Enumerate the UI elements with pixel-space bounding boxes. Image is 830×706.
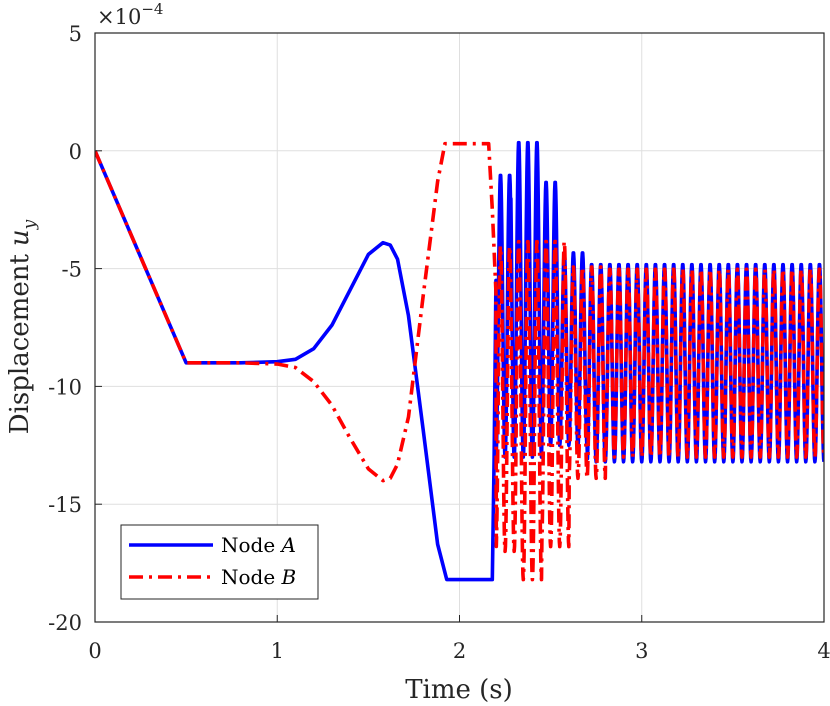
y-tick-label-3: -10 bbox=[48, 375, 82, 399]
x-tick-label-0: 0 bbox=[88, 639, 101, 663]
series-line-b bbox=[95, 141, 824, 582]
x-tick-label-1: 1 bbox=[271, 639, 284, 663]
legend-label-node-b-symbol: B bbox=[281, 565, 297, 589]
legend-label-node-b-prefix: Node bbox=[221, 565, 282, 589]
y-exponent-prefix: ×10 bbox=[97, 5, 141, 29]
axis-ticks: 0 1 2 3 4 5 0 -5 -10 -15 -20 bbox=[48, 22, 830, 663]
y-axis-label: Displacement uy bbox=[5, 219, 40, 434]
y-tick-label-0: 5 bbox=[69, 22, 82, 46]
legend-label-node-b: Node B bbox=[221, 565, 296, 589]
legend-label-node-a-prefix: Node bbox=[221, 533, 282, 557]
legend-label-node-a: Node A bbox=[221, 533, 296, 557]
data-lines bbox=[95, 140, 824, 582]
x-tick-label-4: 4 bbox=[817, 639, 830, 663]
x-tick-label-2: 2 bbox=[453, 639, 466, 663]
legend-label-node-a-symbol: A bbox=[280, 533, 296, 557]
y-exponent-label: ×10−4 bbox=[97, 0, 163, 29]
y-axis-label-subscript: y bbox=[20, 219, 40, 230]
x-axis-label: Time (s) bbox=[405, 675, 513, 705]
y-tick-label-2: -5 bbox=[62, 258, 82, 282]
y-tick-label-1: 0 bbox=[69, 140, 82, 164]
x-tick-label-3: 3 bbox=[635, 639, 648, 663]
legend: Node A Node B bbox=[120, 524, 319, 600]
legend-box bbox=[120, 524, 319, 600]
y-exponent-value: −4 bbox=[141, 0, 163, 18]
y-axis-label-text: Displacement bbox=[5, 254, 35, 435]
y-tick-label-5: -20 bbox=[48, 611, 82, 635]
svg-text:Displacementuy: Displacement uy bbox=[5, 219, 40, 434]
y-axis-label-symbol: u bbox=[5, 229, 35, 246]
y-tick-label-4: -15 bbox=[48, 493, 82, 517]
